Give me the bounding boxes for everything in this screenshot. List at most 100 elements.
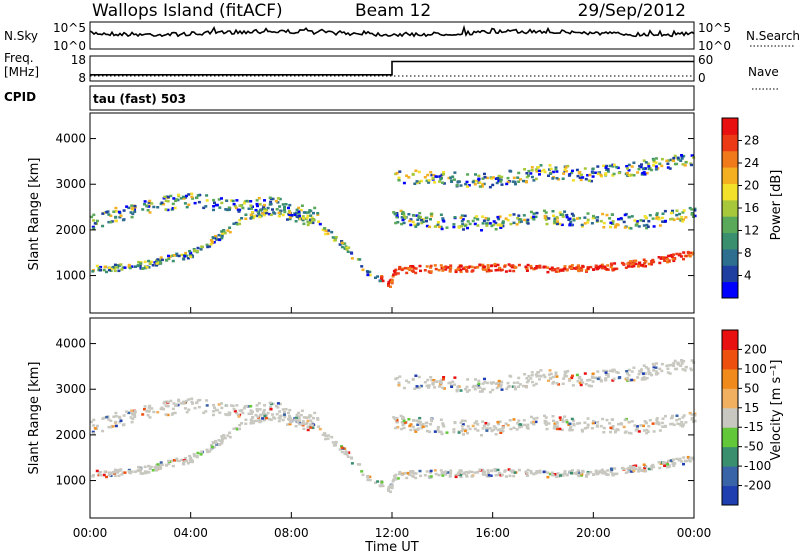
- velocity-echo-cell: [638, 369, 642, 373]
- velocity-echo-cell: [519, 425, 523, 428]
- velocity-echo-cell: [220, 402, 223, 405]
- velocity-echo-cell: [323, 432, 326, 435]
- power-echo-cell: [537, 266, 541, 269]
- power-echo-cell: [569, 220, 573, 224]
- power-echo-cell: [558, 222, 562, 226]
- power-echo-cell: [552, 214, 555, 217]
- velocity-echo-cell: [537, 471, 541, 474]
- velocity-echo-cell: [167, 462, 171, 466]
- power-echo-cell: [578, 216, 582, 220]
- power-echo-cell: [482, 219, 486, 222]
- power-echo-cell: [542, 168, 546, 172]
- velocity-echo-cell: [225, 404, 229, 407]
- power-echo-cell: [324, 229, 328, 233]
- velocity-echo-cell: [149, 465, 153, 469]
- velocity-echo-cell: [504, 475, 508, 478]
- chart-title: Wallops Island (fitACF): [92, 1, 283, 21]
- power-echo-cell: [416, 218, 420, 221]
- velocity-echo-cell: [268, 401, 272, 404]
- power-echo-cell: [331, 236, 335, 239]
- velocity-echo-cell: [296, 420, 300, 423]
- velocity-echo-cell: [684, 366, 688, 369]
- velocity-echo-cell: [575, 471, 579, 474]
- power-echo-cell: [509, 264, 513, 267]
- velocity-echo-cell: [557, 383, 561, 386]
- power-echo-cell: [586, 174, 590, 177]
- power-echo-cell: [494, 264, 497, 268]
- power-echo-cell: [409, 218, 413, 221]
- velocity-echo-cell: [416, 423, 420, 426]
- power-echo-cell: [297, 211, 301, 215]
- velocity-echo-cell: [615, 370, 619, 374]
- power-echo-cell: [108, 268, 111, 272]
- velocity-echo-cell: [93, 427, 97, 430]
- velocity-echo-cell: [212, 410, 216, 413]
- power-echo-cell: [600, 263, 604, 267]
- power-echo-cell: [532, 215, 536, 219]
- power-echo-cell: [190, 195, 194, 199]
- velocity-echo-cell: [553, 473, 557, 476]
- power-echo-cell: [529, 266, 533, 270]
- velocity-echo-cell: [682, 423, 685, 426]
- velocity-echo-cell: [92, 418, 96, 422]
- velocity-echo-cell: [214, 439, 218, 443]
- power-echo-cell: [606, 168, 610, 171]
- power-echo-cell: [327, 229, 331, 232]
- velocity-echo-cell: [378, 484, 382, 488]
- velocity-echo-cell: [417, 375, 421, 379]
- power-echo-cell: [632, 260, 636, 264]
- velocity-echo-cell: [490, 382, 494, 385]
- velocity-echo-cell: [414, 472, 418, 475]
- velocity-echo-cell: [389, 490, 392, 493]
- velocity-echo-cell: [277, 416, 281, 420]
- power-echo-cell: [114, 206, 118, 210]
- velocity-echo-cell: [579, 471, 583, 475]
- velocity-echo-cell: [517, 419, 521, 422]
- velocity-echo-cell: [548, 373, 551, 376]
- power-echo-cell: [481, 177, 485, 180]
- power-echo-cell: [611, 165, 615, 168]
- power-colorbar-label: Power [dB]: [769, 170, 784, 241]
- power-echo-cell: [191, 255, 194, 259]
- power-echo-cell: [627, 226, 631, 230]
- power-echo-cell: [173, 254, 176, 257]
- velocity-echo-cell: [644, 421, 648, 424]
- velocity-echo-cell: [464, 470, 468, 474]
- power-echo-cell: [182, 197, 186, 200]
- power-echo-cell: [166, 195, 170, 199]
- velocity-echo-cell: [635, 428, 638, 432]
- velocity-echo-cell: [690, 413, 694, 416]
- power-echo-cell: [561, 215, 565, 218]
- power-echo-cell: [671, 209, 674, 213]
- colorbar-tick-label: 20: [744, 179, 759, 193]
- velocity-echo-cell: [650, 466, 654, 469]
- velocity-echo-cell: [576, 422, 579, 425]
- velocity-echo-cell: [482, 473, 485, 476]
- power-echo-cell: [512, 269, 516, 273]
- power-echo-cell: [477, 174, 481, 178]
- power-echo-cell: [220, 230, 224, 233]
- power-echo-cell: [91, 225, 95, 229]
- velocity-echo-cell: [650, 373, 654, 377]
- velocity-echo-cell: [532, 420, 536, 424]
- velocity-echo-cell: [185, 410, 189, 414]
- velocity-echo-cell: [109, 425, 113, 429]
- power-echo-cell: [297, 206, 301, 210]
- velocity-echo-cell: [645, 431, 649, 435]
- colorbar-segment: [722, 199, 738, 217]
- power-echo-cell: [651, 258, 655, 262]
- velocity-echo-cell: [343, 452, 347, 455]
- power-echo-cell: [605, 267, 609, 271]
- velocity-echo-cell: [570, 417, 574, 421]
- velocity-echo-cell: [392, 474, 396, 478]
- power-echo-cell: [269, 200, 273, 204]
- velocity-echo-cell: [288, 416, 292, 419]
- velocity-echo-cell: [163, 400, 167, 404]
- velocity-echo-cell: [258, 420, 262, 424]
- velocity-echo-cell: [275, 413, 279, 416]
- velocity-echo-cell: [101, 417, 105, 420]
- velocity-echo-cell: [611, 425, 615, 428]
- velocity-echo-cell: [117, 474, 121, 478]
- power-echo-cell: [669, 158, 673, 162]
- velocity-echo-cell: [478, 468, 482, 471]
